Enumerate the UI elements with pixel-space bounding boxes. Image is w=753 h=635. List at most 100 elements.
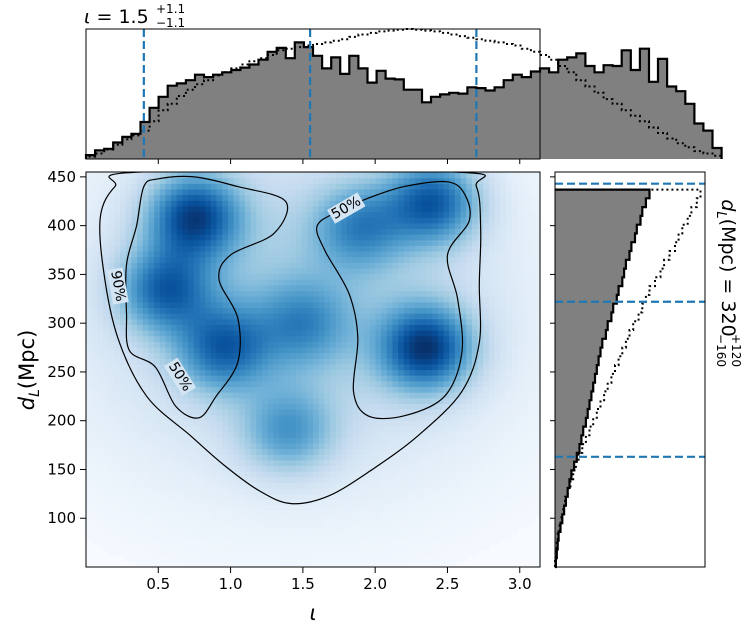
heatmap-cell (432, 183, 439, 190)
heatmap-cell (443, 211, 450, 218)
heatmap-cell (114, 493, 121, 500)
heatmap-cell (335, 262, 342, 269)
heatmap-cell (154, 341, 161, 348)
heatmap-cell (471, 465, 479, 472)
heatmap-cell (154, 358, 161, 365)
heatmap-cell (471, 313, 479, 320)
heatmap-cell (477, 504, 484, 512)
heatmap-cell (182, 521, 189, 529)
heatmap-cell (426, 476, 433, 483)
heatmap-cell (443, 521, 450, 529)
heatmap-cell (398, 476, 405, 483)
heatmap-cell (193, 471, 201, 478)
heatmap-cell (313, 471, 320, 478)
heatmap-cell (222, 550, 229, 557)
heatmap-cell (188, 239, 195, 246)
heatmap-cell (233, 318, 240, 325)
heatmap-cell (352, 504, 359, 512)
heatmap-cell (182, 239, 189, 246)
heatmap-cell (426, 392, 433, 399)
heatmap-cell (335, 335, 342, 342)
heatmap-cell (347, 482, 354, 489)
heatmap-cell (188, 363, 195, 371)
heatmap-cell (471, 205, 479, 213)
heatmap-cell (307, 544, 314, 551)
heatmap-cell (193, 341, 201, 348)
heatmap-cell (205, 217, 212, 224)
heatmap-cell (409, 459, 416, 467)
heatmap-cell (239, 290, 246, 297)
heatmap-cell (159, 200, 167, 207)
heatmap-cell (301, 183, 308, 190)
heatmap-cell (409, 510, 416, 517)
heatmap-cell (409, 358, 416, 365)
heatmap-cell (381, 499, 388, 506)
heatmap-cell (261, 459, 269, 467)
heatmap-cell (159, 183, 167, 190)
heatmap-cell (386, 527, 394, 534)
heatmap-cell (290, 200, 297, 207)
heatmap-cell (290, 386, 297, 393)
heatmap-cell (307, 533, 314, 540)
heatmap-cell (398, 437, 405, 444)
heatmap-cell (182, 267, 189, 275)
heatmap-cell (454, 392, 462, 399)
heatmap-cell (176, 335, 184, 342)
heatmap-cell (137, 420, 144, 427)
heatmap-cell (148, 234, 155, 241)
heatmap-cell (267, 442, 274, 450)
heatmap-cell (398, 363, 405, 371)
heatmap-cell (188, 284, 195, 292)
heatmap-cell (97, 454, 104, 461)
heatmap-cell (273, 296, 280, 303)
heatmap-cell (86, 307, 93, 314)
heatmap-cell (222, 442, 229, 450)
heatmap-cell (199, 301, 206, 309)
heatmap-cell (171, 307, 178, 314)
heatmap-cell (324, 527, 331, 534)
heatmap-cell (182, 262, 189, 269)
heatmap-cell (477, 420, 484, 427)
heatmap-cell (199, 200, 206, 207)
heatmap-cell (165, 251, 172, 258)
heatmap-cell (449, 188, 456, 196)
heatmap-cell (267, 465, 274, 472)
heatmap-cell (364, 256, 371, 263)
heatmap-cell (244, 313, 252, 320)
heatmap-cell (409, 476, 416, 483)
heatmap-cell (398, 510, 405, 517)
heatmap-cell (91, 200, 98, 207)
heatmap-cell (193, 290, 201, 297)
heatmap-cell (313, 330, 320, 337)
heatmap-cell (449, 392, 456, 399)
heatmap-cell (483, 290, 490, 297)
heatmap-cell (392, 188, 399, 196)
heatmap-cell (358, 290, 365, 297)
heatmap-cell (273, 239, 280, 246)
heatmap-cell (256, 335, 263, 342)
heatmap-cell (449, 431, 456, 438)
heatmap-cell (227, 431, 235, 438)
heatmap-cell (403, 471, 411, 478)
heatmap-cell (131, 284, 138, 292)
heatmap-cell (91, 510, 98, 517)
heatmap-cell (131, 397, 138, 404)
heatmap-cell (273, 476, 280, 483)
heatmap-cell (227, 471, 235, 478)
heatmap-cell (103, 403, 110, 410)
heatmap-cell (227, 307, 235, 314)
heatmap-cell (97, 397, 104, 404)
heatmap-cell (443, 324, 450, 331)
heatmap-cell (375, 397, 382, 404)
heatmap-cell (477, 200, 484, 207)
heatmap-cell (239, 499, 246, 506)
heatmap-cell (97, 533, 104, 540)
heatmap-cell (222, 200, 229, 207)
heatmap-cell (188, 256, 195, 263)
heatmap-cell (227, 318, 235, 325)
heatmap-cell (103, 205, 110, 213)
heatmap-cell (443, 188, 450, 196)
heatmap-cell (375, 510, 382, 517)
heatmap-cell (443, 420, 450, 427)
heatmap-cell (278, 510, 286, 517)
